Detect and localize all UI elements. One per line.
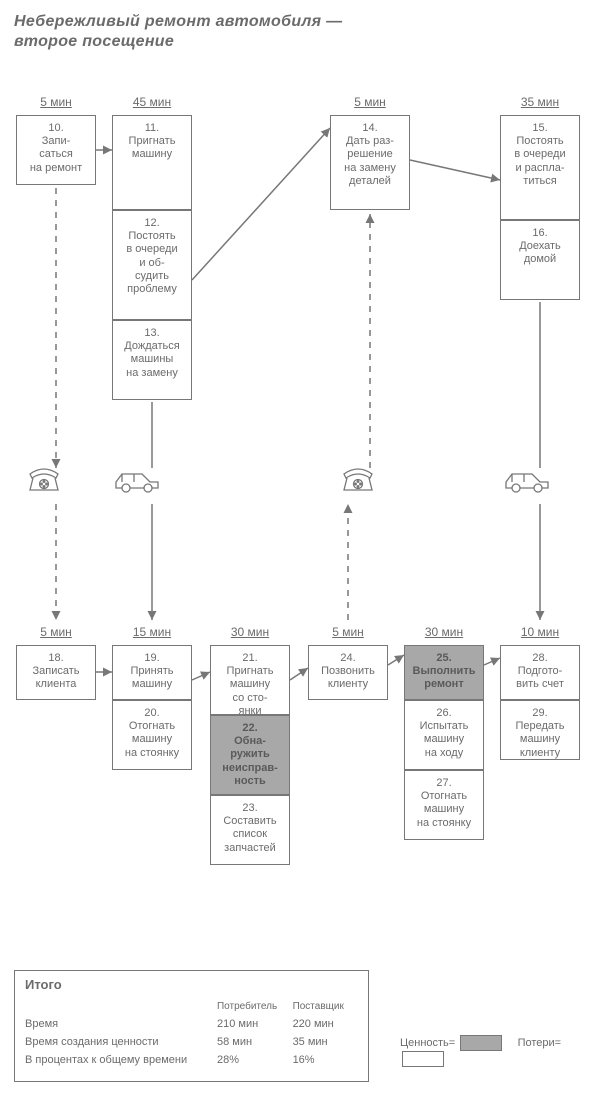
time-label: 30 мин [404,625,484,639]
process-box: 23.Составитьсписокзапчастей [210,795,290,865]
legend: Ценность= Потери= [400,1035,600,1067]
time-label: 10 мин [500,625,580,639]
time-label: 5 мин [308,625,388,639]
process-box: 19.Принятьмашину [112,645,192,700]
summary-row: Время 210 мин 220 мин [25,1015,358,1033]
process-box: 29.Передатьмашинуклиенту [500,700,580,760]
summary-cell: Время [25,1015,217,1033]
summary-title: Итого [25,977,358,992]
time-label: 15 мин [112,625,192,639]
diagram-canvas: Небережливый ремонт автомобиля — второе … [0,0,600,1104]
legend-value-swatch [460,1035,502,1051]
process-box: 14.Дать раз-решениена заменудеталей [330,115,410,210]
time-label: 5 мин [330,95,410,109]
summary-cell: 28% [217,1051,293,1069]
process-box: 15.Постоятьв очередии распла-титься [500,115,580,220]
time-label: 35 мин [500,95,580,109]
time-label: 5 мин [16,95,96,109]
summary-table: Итого Потребитель Поставщик Время 210 ми… [14,970,369,1082]
summary-cell: 35 мин [293,1033,358,1051]
summary-grid: Потребитель Поставщик Время 210 мин 220 … [25,998,358,1069]
time-label: 45 мин [112,95,192,109]
process-box: 13.Дождатьсямашинына замену [112,320,192,400]
time-label: 5 мин [16,625,96,639]
legend-value-label: Ценность= [400,1037,455,1049]
process-box: 28.Подгото-вить счет [500,645,580,700]
summary-row: Время создания ценности 58 мин 35 мин [25,1033,358,1051]
summary-cell: 220 мин [293,1015,358,1033]
title-line1: Небережливый ремонт автомобиля — [14,13,342,30]
car-icon [116,474,158,492]
legend-loss-swatch [402,1051,444,1067]
process-box: 26.Испытатьмашинуна ходу [404,700,484,770]
process-box: 18.Записатьклиента [16,645,96,700]
process-box: 12.Постоятьв очередии об-судитьпроблему [112,210,192,320]
process-box: 24.Позвонитьклиенту [308,645,388,700]
page-title: Небережливый ремонт автомобиля — второе … [14,12,342,52]
process-box: 10.Запи-сатьсяна ремонт [16,115,96,185]
process-box: 21.Пригнатьмашинусо сто-янки [210,645,290,715]
process-box: 25.Выполнитьремонт [404,645,484,700]
title-line2: второе посещение [14,33,174,50]
summary-col-consumer: Потребитель [217,998,293,1015]
legend-loss-label: Потери= [518,1037,562,1049]
summary-col-supplier: Поставщик [293,998,358,1015]
time-label: 30 мин [210,625,290,639]
phone-icon [344,469,372,490]
phone-icon [30,469,58,490]
process-box: 16.Доехатьдомой [500,220,580,300]
summary-cell: 16% [293,1051,358,1069]
car-icon [506,474,548,492]
summary-cell: 58 мин [217,1033,293,1051]
process-box: 11.Пригнатьмашину [112,115,192,210]
summary-cell: Время создания ценности [25,1033,217,1051]
process-box: 20.Отогнатьмашинуна стоянку [112,700,192,770]
summary-cell: 210 мин [217,1015,293,1033]
process-box: 22.Обна-ружитьнеисправ-ность [210,715,290,795]
process-box: 27.Отогнатьмашинуна стоянку [404,770,484,840]
summary-cell: В процентах к общему времени [25,1051,217,1069]
summary-row: В процентах к общему времени 28% 16% [25,1051,358,1069]
